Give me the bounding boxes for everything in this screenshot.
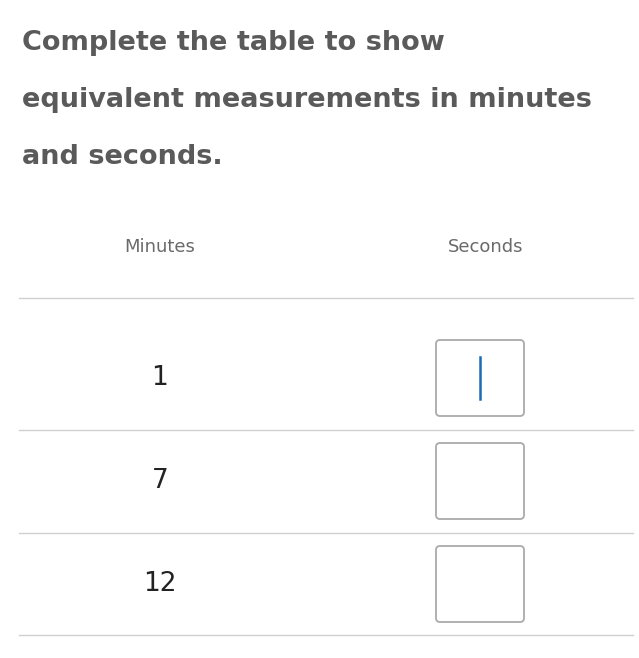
Text: Complete the table to show: Complete the table to show bbox=[22, 30, 445, 56]
FancyBboxPatch shape bbox=[436, 340, 524, 416]
Text: equivalent measurements in minutes: equivalent measurements in minutes bbox=[22, 87, 592, 113]
Text: Minutes: Minutes bbox=[125, 238, 196, 256]
Text: 12: 12 bbox=[143, 571, 177, 597]
FancyBboxPatch shape bbox=[436, 546, 524, 622]
Text: 7: 7 bbox=[151, 468, 168, 494]
Text: 1: 1 bbox=[151, 365, 168, 391]
Text: and seconds.: and seconds. bbox=[22, 144, 222, 170]
Text: Seconds: Seconds bbox=[448, 238, 524, 256]
FancyBboxPatch shape bbox=[436, 443, 524, 519]
